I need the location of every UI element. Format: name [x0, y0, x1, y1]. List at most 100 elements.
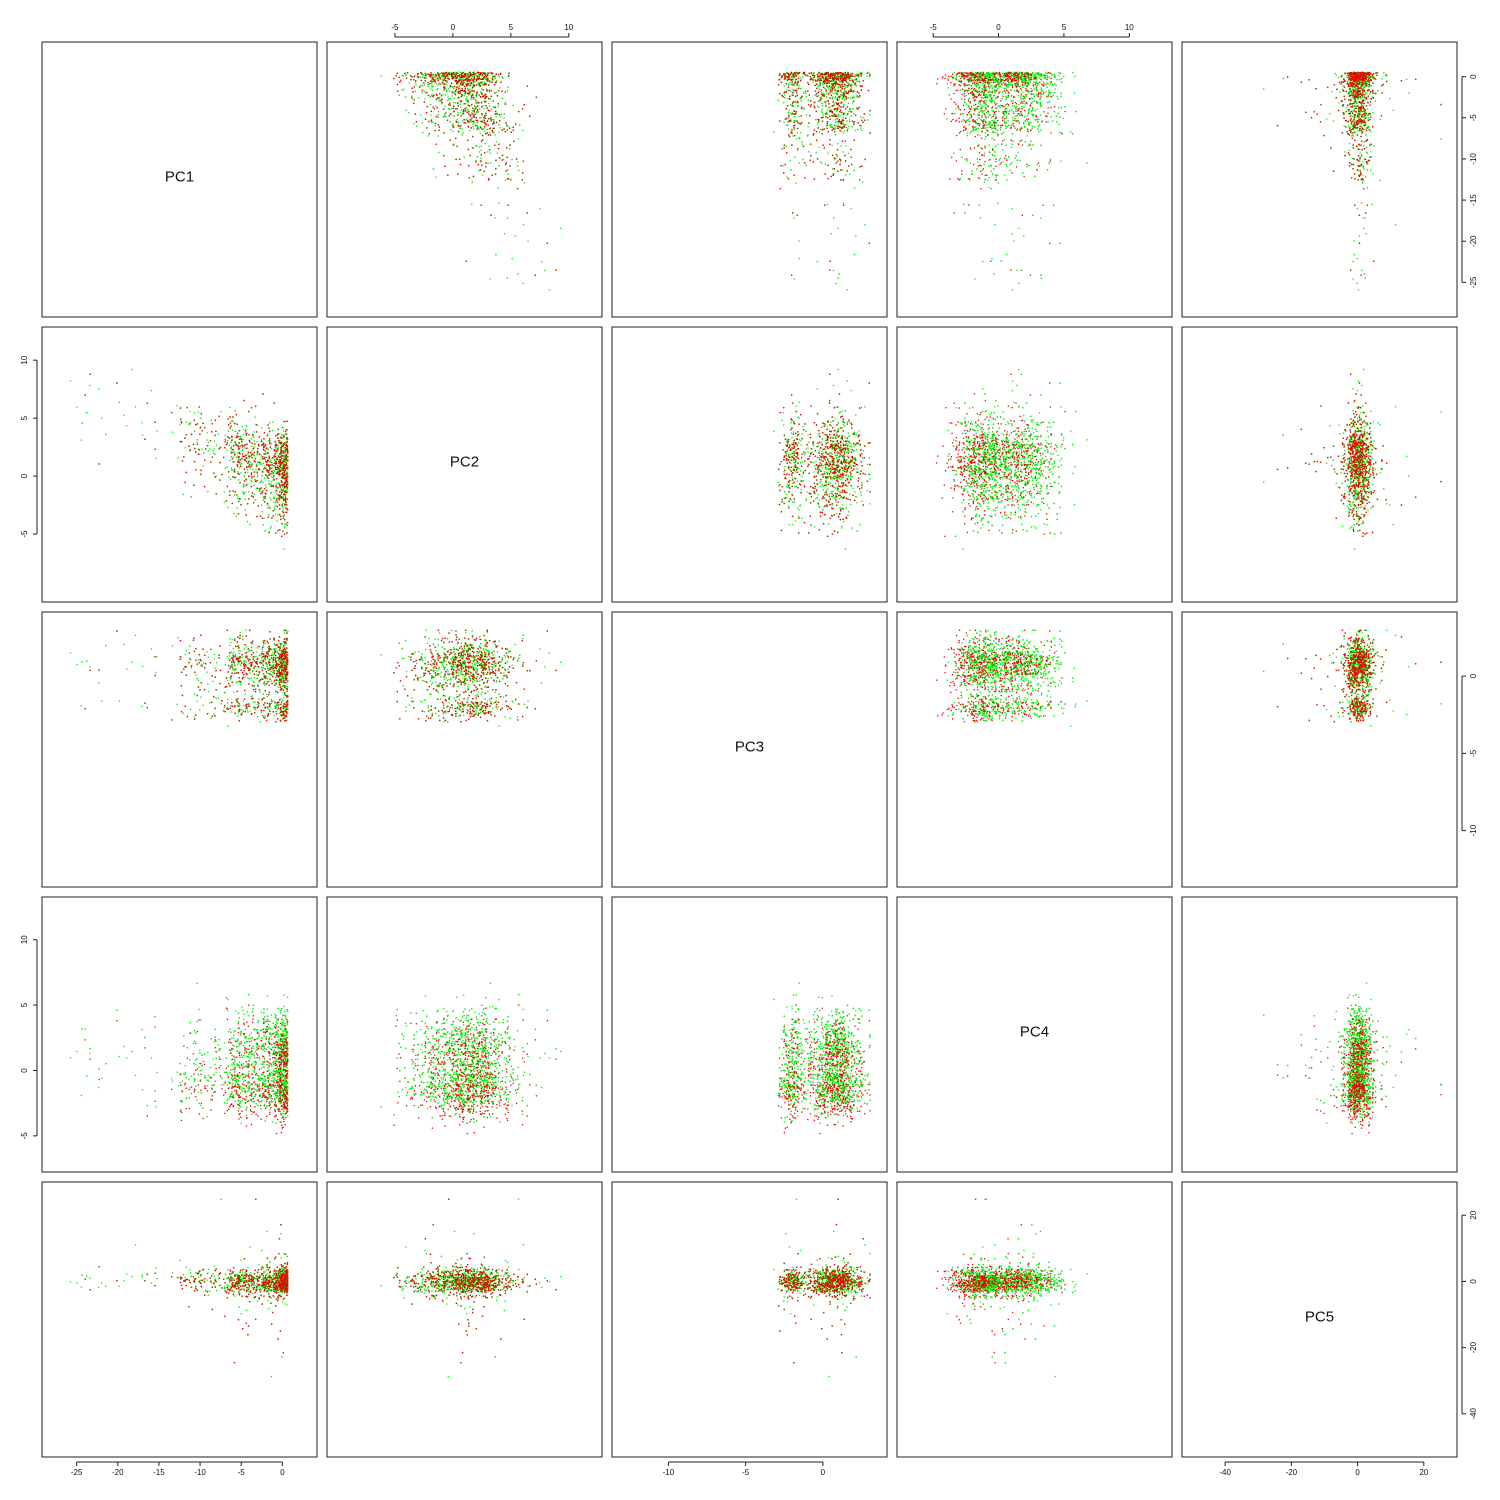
data-point: [504, 233, 505, 234]
data-point: [444, 89, 445, 90]
data-point: [457, 114, 458, 115]
data-point: [439, 77, 440, 78]
data-point: [495, 76, 496, 77]
data-point: [846, 98, 847, 99]
data-point: [490, 128, 491, 129]
data-point: [491, 108, 492, 109]
data-point: [431, 83, 432, 84]
data-point: [476, 112, 477, 113]
data-point: [506, 147, 507, 148]
data-point: [458, 88, 459, 89]
data-point: [847, 106, 848, 107]
data-point: [489, 110, 490, 111]
data-point: [430, 88, 431, 89]
data-point: [466, 77, 467, 78]
data-point: [834, 168, 835, 169]
data-point: [472, 108, 473, 109]
data-point: [853, 101, 854, 102]
data-point: [835, 93, 836, 94]
data-point: [808, 100, 809, 101]
data-point: [798, 88, 799, 89]
data-point: [488, 85, 489, 86]
data-point: [425, 98, 426, 99]
data-point: [843, 104, 844, 105]
data-point: [463, 113, 464, 114]
data-point: [788, 114, 789, 115]
data-point: [440, 84, 441, 85]
data-point: [452, 124, 453, 125]
data-point: [818, 101, 819, 102]
data-point: [495, 173, 496, 174]
data-point: [418, 97, 419, 98]
data-point: [851, 84, 852, 85]
data-point: [821, 90, 822, 91]
data-point: [827, 82, 828, 83]
data-point: [473, 84, 474, 85]
data-point: [495, 254, 496, 255]
data-point: [490, 72, 491, 73]
data-point: [492, 73, 493, 74]
data-point: [843, 92, 844, 93]
data-point: [843, 120, 844, 121]
data-point: [426, 112, 427, 113]
data-point: [482, 139, 483, 140]
data-point: [450, 113, 451, 114]
data-point: [435, 123, 436, 124]
data-point: [465, 103, 466, 104]
data-point: [460, 92, 461, 93]
data-point: [806, 114, 807, 115]
data-point: [450, 105, 451, 106]
data-point: [472, 87, 473, 88]
data-point: [507, 129, 508, 130]
data-point: [855, 85, 856, 86]
data-point: [480, 86, 481, 87]
data-point: [860, 117, 861, 118]
data-point: [811, 104, 812, 105]
data-point: [841, 75, 842, 76]
data-point: [484, 73, 485, 74]
data-point: [428, 86, 429, 87]
data-point: [447, 72, 448, 73]
data-point: [541, 261, 542, 262]
data-point: [435, 81, 436, 82]
data-point: [854, 96, 855, 97]
data-point: [430, 104, 431, 105]
data-point: [822, 108, 823, 109]
data-point: [833, 72, 834, 73]
data-point: [476, 125, 477, 126]
data-point: [446, 84, 447, 85]
data-point: [439, 126, 440, 127]
data-point: [847, 289, 848, 290]
data-point: [474, 81, 475, 82]
data-point: [479, 108, 480, 109]
data-point: [457, 173, 458, 174]
data-point: [414, 86, 415, 87]
data-point: [508, 73, 509, 74]
data-point: [431, 80, 432, 81]
data-point: [778, 100, 779, 101]
data-point: [442, 75, 443, 76]
data-point: [467, 140, 468, 141]
data-point: [472, 136, 473, 137]
data-point: [814, 107, 815, 108]
data-point: [494, 84, 495, 85]
data-point: [485, 97, 486, 98]
data-point: [515, 123, 516, 124]
data-point: [399, 82, 400, 83]
data-point: [794, 76, 795, 77]
data-point: [835, 158, 836, 159]
data-point: [484, 126, 485, 127]
data-point: [861, 166, 862, 167]
data-point: [466, 84, 467, 85]
data-point: [835, 134, 836, 135]
data-point: [430, 74, 431, 75]
data-point: [457, 119, 458, 120]
data-point: [839, 99, 840, 100]
data-point: [449, 103, 450, 104]
data-point: [460, 104, 461, 105]
data-point: [496, 80, 497, 81]
data-point: [805, 75, 806, 76]
data-point: [407, 72, 408, 73]
data-point: [497, 187, 498, 188]
